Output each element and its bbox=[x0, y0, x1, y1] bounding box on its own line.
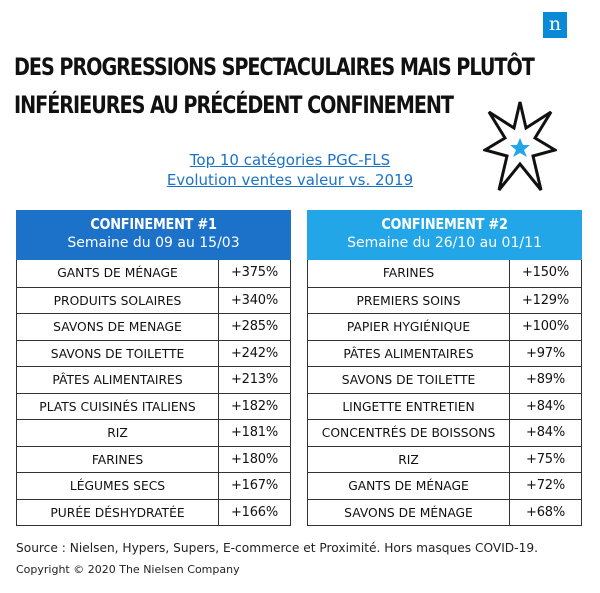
value-cell: +375% bbox=[230, 265, 279, 280]
value-cell: +166% bbox=[230, 504, 279, 520]
page-title-line-1: DES PROGRESSIONS SPECTACULAIRES MAIS PLU… bbox=[14, 53, 535, 81]
table-body: GANTS DE MÉNAGE +375% PRODUITS SOLAIRES +34… bbox=[16, 260, 291, 526]
value-cell: +68% bbox=[526, 504, 565, 520]
category-cell: SAVONS DE TOILETTE bbox=[17, 340, 219, 366]
nielsen-logo: n bbox=[543, 12, 567, 38]
table-row: FARINES +150% bbox=[308, 260, 581, 287]
table-row: CONCENTRÉS DE BOISSONS +84% bbox=[308, 419, 581, 446]
category-cell: PURÉE DÉSHYDRATÉE bbox=[17, 499, 219, 525]
value-cell: +129% bbox=[521, 292, 570, 308]
table-period: Semaine du 09 au 15/03 bbox=[67, 235, 240, 251]
category-cell: LINGETTE ENTRETIEN bbox=[308, 393, 510, 419]
value-cell: +242% bbox=[230, 345, 279, 361]
category-cell: FARINES bbox=[17, 446, 219, 472]
chart-title-link[interactable]: Top 10 catégories PGC-FLS bbox=[189, 151, 391, 169]
table-row: PÂTES ALIMENTAIRES +97% bbox=[308, 339, 581, 366]
category-cell: PRODUITS SOLAIRES bbox=[17, 287, 219, 313]
table-row: SAVONS DE MÉNAGE +68% bbox=[308, 498, 581, 525]
value-cell: +100% bbox=[521, 319, 570, 334]
category-cell: SAVONS DE MENAGE bbox=[17, 314, 219, 340]
page-title: DES PROGRESSIONS SPECTACULAIRES MAIS PLU… bbox=[14, 48, 535, 124]
table-row: PURÉE DÉSHYDRATÉE +166% bbox=[17, 498, 290, 525]
table-confinement-1: CONFINEMENT #1 Semaine du 09 au 15/03 GA… bbox=[16, 210, 291, 526]
table-row: PAPIER HYGIÉNIQUE +100% bbox=[308, 313, 581, 340]
value-cell: +181% bbox=[230, 425, 279, 440]
category-cell: SAVONS DE TOILETTE bbox=[308, 367, 510, 393]
category-cell: GANTS DE MÉNAGE bbox=[17, 260, 219, 287]
page-title-line-2: INFÉRIEURES AU PRÉCÉDENT CONFINEMENT bbox=[14, 91, 454, 119]
table-row: PÂTES ALIMENTAIRES +213% bbox=[17, 366, 290, 393]
copyright-note: Copyright © 2020 The Nielsen Company bbox=[16, 563, 240, 576]
category-cell: RIZ bbox=[308, 446, 510, 472]
value-cell: +97% bbox=[526, 345, 565, 361]
table-row: GANTS DE MÉNAGE +375% bbox=[17, 260, 290, 287]
value-cell: +84% bbox=[526, 425, 565, 440]
category-cell: PLATS CUISINÉS ITALIENS bbox=[17, 393, 219, 419]
value-cell: +340% bbox=[230, 292, 279, 308]
category-cell: CONCENTRÉS DE BOISSONS bbox=[308, 420, 510, 446]
table-heading: CONFINEMENT #1 bbox=[90, 215, 217, 233]
value-cell: +182% bbox=[230, 398, 279, 414]
value-cell: +72% bbox=[526, 478, 565, 493]
table-row: SAVONS DE TOILETTE +242% bbox=[17, 339, 290, 366]
category-cell: GANTS DE MÉNAGE bbox=[308, 473, 510, 499]
table-header: CONFINEMENT #2 Semaine du 26/10 au 01/11 bbox=[307, 210, 582, 260]
table-confinement-2: CONFINEMENT #2 Semaine du 26/10 au 01/11… bbox=[307, 210, 582, 526]
value-cell: +150% bbox=[521, 265, 570, 280]
table-body: FARINES +150% PREMIERS SOINS +129% PAPIER HY… bbox=[307, 260, 582, 526]
chart-subtitle: Top 10 catégories PGC-FLS Evolution vent… bbox=[130, 150, 450, 190]
source-note: Source : Nielsen, Hypers, Supers, E-comm… bbox=[16, 541, 538, 555]
table-row: SAVONS DE TOILETTE +89% bbox=[308, 366, 581, 393]
table-row: LÉGUMES SECS +167% bbox=[17, 472, 290, 499]
table-row: LINGETTE ENTRETIEN +84% bbox=[308, 392, 581, 419]
table-row: PRODUITS SOLAIRES +340% bbox=[17, 286, 290, 313]
category-cell: PAPIER HYGIÉNIQUE bbox=[308, 314, 510, 340]
table-row: RIZ +75% bbox=[308, 445, 581, 472]
table-row: RIZ +181% bbox=[17, 419, 290, 446]
table-row: FARINES +180% bbox=[17, 445, 290, 472]
table-row: SAVONS DE MENAGE +285% bbox=[17, 313, 290, 340]
value-cell: +285% bbox=[230, 319, 279, 334]
category-cell: SAVONS DE MÉNAGE bbox=[308, 499, 510, 525]
value-cell: +75% bbox=[526, 451, 565, 467]
value-cell: +167% bbox=[230, 478, 279, 493]
table-row: PLATS CUISINÉS ITALIENS +182% bbox=[17, 392, 290, 419]
category-cell: PÂTES ALIMENTAIRES bbox=[308, 340, 510, 366]
value-cell: +89% bbox=[526, 372, 565, 387]
star-burst-icon bbox=[483, 101, 557, 191]
table-heading: CONFINEMENT #2 bbox=[381, 215, 508, 233]
category-cell: PÂTES ALIMENTAIRES bbox=[17, 367, 219, 393]
value-cell: +213% bbox=[230, 372, 279, 387]
category-cell: FARINES bbox=[308, 260, 510, 287]
category-cell: PREMIERS SOINS bbox=[308, 287, 510, 313]
category-cell: RIZ bbox=[17, 420, 219, 446]
value-cell: +84% bbox=[526, 398, 565, 414]
table-header: CONFINEMENT #1 Semaine du 09 au 15/03 bbox=[16, 210, 291, 260]
chart-subtitle-link[interactable]: Evolution ventes valeur vs. 2019 bbox=[166, 171, 414, 189]
category-cell: LÉGUMES SECS bbox=[17, 473, 219, 499]
table-period: Semaine du 26/10 au 01/11 bbox=[347, 235, 542, 251]
value-cell: +180% bbox=[230, 451, 279, 467]
table-row: PREMIERS SOINS +129% bbox=[308, 286, 581, 313]
table-row: GANTS DE MÉNAGE +72% bbox=[308, 472, 581, 499]
